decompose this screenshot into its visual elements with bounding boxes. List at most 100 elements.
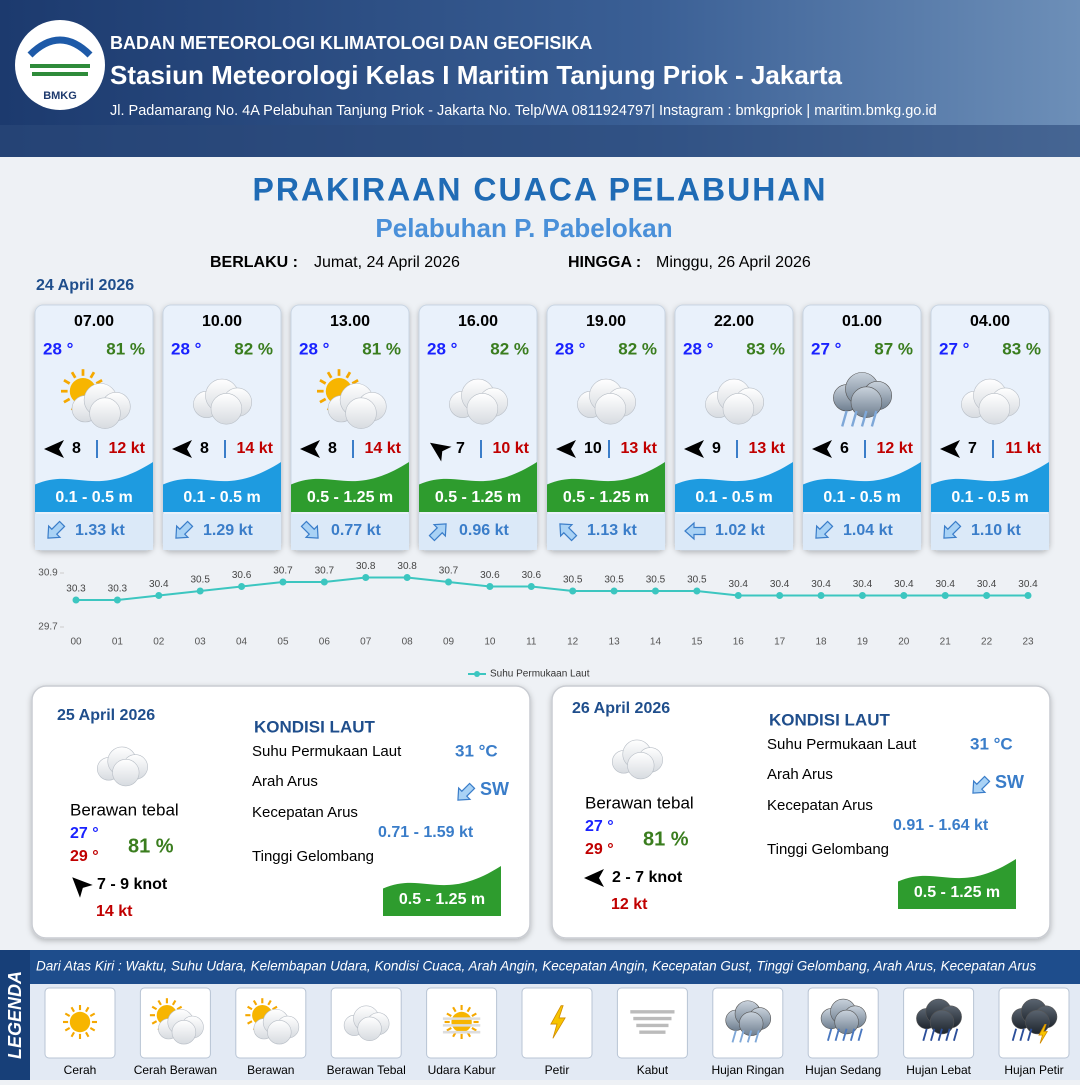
day-date: 26 April 2026 <box>572 700 670 717</box>
agency: BADAN METEOROLOGI KLIMATOLOGI DAN GEOFIS… <box>110 33 592 53</box>
current-arrow <box>457 782 476 801</box>
cloud-part <box>738 1011 764 1036</box>
valid-to: Minggu, 26 April 2026 <box>656 254 811 271</box>
sun-ray <box>151 1005 158 1011</box>
wind-speed: 10 <box>584 440 602 457</box>
wave <box>898 859 1016 909</box>
x-tick-label: 21 <box>940 637 952 648</box>
current-speed: 1.29 kt <box>203 522 253 539</box>
rain-drop <box>754 1030 760 1043</box>
wave-height: 0.5 - 1.25 m <box>914 884 1000 901</box>
weather-icon <box>961 378 1021 425</box>
current-arrow <box>684 521 706 541</box>
sun-ray <box>471 1027 477 1032</box>
rain-drop <box>922 1028 928 1041</box>
cloud-part <box>210 393 243 425</box>
humidity: 83 % <box>746 339 785 358</box>
sun-ray <box>89 1012 96 1017</box>
sun-ray <box>89 371 96 379</box>
rain-drop <box>945 1028 951 1041</box>
wave-height: 0.1 - 0.5 m <box>951 489 1028 506</box>
sun-ray <box>267 999 272 1006</box>
rain-drop <box>834 1028 840 1041</box>
wind-speed: 7 <box>968 440 977 457</box>
sst-value-label: 30.4 <box>770 579 790 590</box>
cloud-part <box>722 393 755 425</box>
wave-height: 0.1 - 0.5 m <box>823 489 900 506</box>
sst-point <box>569 587 577 595</box>
wave-height: 0.5 - 1.25 m <box>563 489 649 506</box>
sst-point <box>320 578 328 586</box>
current-speed: 1.10 kt <box>971 522 1021 539</box>
wind-arrow <box>300 440 320 458</box>
sun-ray <box>89 1027 96 1032</box>
humidity: 82 % <box>234 339 273 358</box>
weather-icon <box>245 998 300 1045</box>
weather-icon <box>149 998 204 1045</box>
sst-point <box>403 574 411 581</box>
sun-ray <box>466 1006 472 1013</box>
title: PRAKIRAAN CUACA PELABUHAN <box>252 171 827 207</box>
wind-range: 7 - 9 knot <box>97 876 168 893</box>
sun-ray <box>446 1027 452 1032</box>
wave <box>803 462 921 512</box>
cloud-part <box>834 1009 859 1035</box>
lightning <box>550 1005 566 1039</box>
wave-height: 0.5 - 1.25 m <box>435 489 521 506</box>
wave <box>291 462 409 512</box>
logo-stripes <box>30 64 90 76</box>
cloud-part <box>89 397 121 429</box>
weather-icon <box>442 1005 481 1039</box>
rain-drop <box>827 1028 833 1041</box>
sun-ray <box>70 1031 75 1038</box>
gust: 12 kt <box>877 440 914 457</box>
rain-drop <box>1019 1028 1025 1041</box>
temperature: 28 ° <box>43 339 74 358</box>
x-tick-label: 18 <box>815 637 827 648</box>
legend-item: Berawan <box>247 1063 294 1077</box>
rain-drop <box>930 1028 936 1041</box>
humidity: 81 % <box>362 339 401 358</box>
gust: 14 kt <box>96 903 133 920</box>
humidity: 83 % <box>1002 339 1041 358</box>
x-tick-label: 06 <box>319 637 331 648</box>
valid-from-label: BERLAKU : <box>210 254 298 271</box>
legend-label: Suhu Permukaan Laut <box>490 669 590 680</box>
temperature: 28 ° <box>555 339 586 358</box>
wave <box>35 462 153 512</box>
sst-value-label: 30.5 <box>687 575 707 586</box>
wind-speed: 8 <box>200 440 209 457</box>
rain-drop <box>739 1030 745 1043</box>
weather-icon <box>705 378 765 425</box>
gust: 12 kt <box>109 440 146 457</box>
x-tick-label: 15 <box>691 637 703 648</box>
rain-drop <box>849 1028 856 1041</box>
sun-ray <box>319 397 327 404</box>
cloud-part <box>850 386 883 418</box>
sst-point <box>858 592 866 599</box>
wind-speed: 8 <box>328 440 337 457</box>
current-arrow <box>300 520 319 539</box>
subtitle: Pelabuhan P. Pabelokan <box>375 213 672 243</box>
legend-item: Cerah Berawan <box>134 1063 217 1077</box>
weather-icon <box>833 372 893 427</box>
wind-arrow <box>172 440 192 458</box>
cloud-part <box>345 397 377 429</box>
temp-min: 27 ° <box>70 825 99 842</box>
x-tick-label: 02 <box>153 637 165 648</box>
cloud-part <box>267 1019 292 1045</box>
weather-icon <box>725 1000 772 1043</box>
current-arrow <box>943 520 962 539</box>
sst-point <box>527 583 535 590</box>
sea-label: Suhu Permukaan Laut <box>252 743 402 760</box>
sst-point <box>362 574 370 581</box>
sst-point <box>196 587 204 595</box>
rain-drop <box>860 410 868 427</box>
header-strip <box>0 125 1080 157</box>
sst-value-label: 30.7 <box>273 566 293 577</box>
time: 22.00 <box>714 313 754 330</box>
sst-point <box>610 587 618 595</box>
wave <box>163 462 281 512</box>
x-tick-label: 13 <box>609 637 621 648</box>
